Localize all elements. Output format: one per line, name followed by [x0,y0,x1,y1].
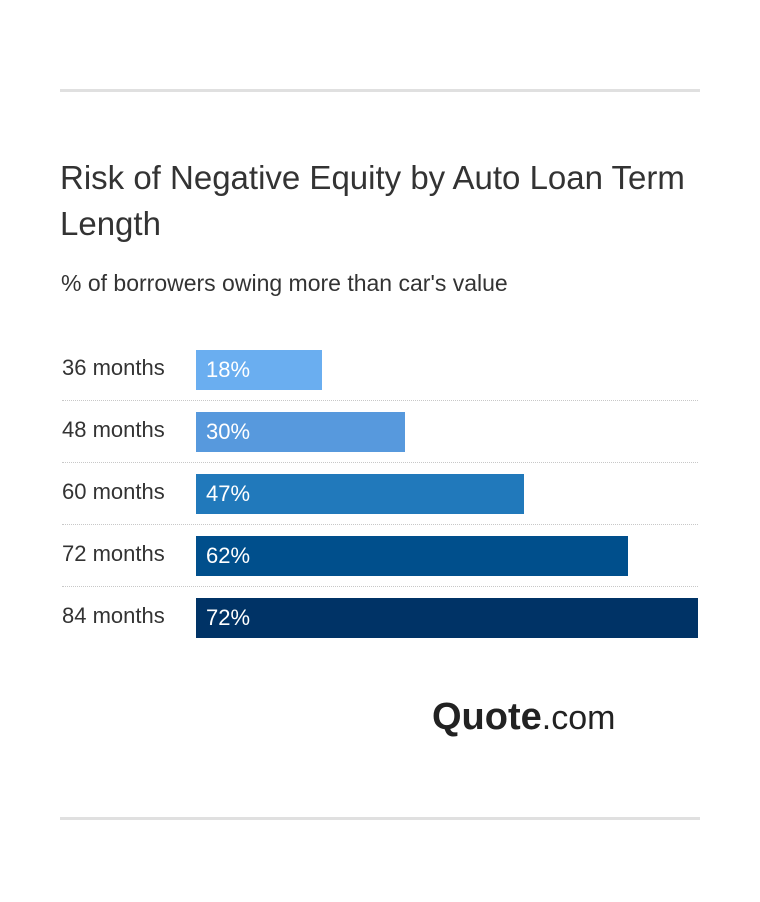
bar-row: 84 months 72% [62,596,698,658]
chart-title: Risk of Negative Equity by Auto Loan Ter… [60,159,685,242]
brand-suffix: .com [541,699,616,737]
bar-chart: 36 months 18% 48 months 30% 60 months 47% 72 m… [62,348,698,640]
row-separator [62,524,698,525]
bar-row: 72 months 62% [62,534,698,596]
bar [196,350,322,390]
bar [196,598,698,638]
value-label: 72% [206,605,251,630]
value-label: 30% [206,419,251,444]
brand-name: Quote [432,696,542,738]
bar-row: 36 months 18% [62,348,698,410]
value-label: 47% [206,481,251,506]
brand-logo: Quote.com [432,692,615,742]
row-separator [62,462,698,463]
top-divider [60,89,700,92]
category-label: 48 months [62,417,165,442]
category-label: 72 months [62,541,165,566]
category-label: 60 months [62,479,165,504]
bar [196,536,628,576]
bottom-divider [60,817,700,820]
value-label: 62% [206,543,251,568]
bar-row: 60 months 47% [62,472,698,534]
category-label: 36 months [62,355,165,380]
row-separator [62,400,698,401]
bar [196,474,524,514]
category-label: 84 months [62,603,165,628]
row-separator [62,586,698,587]
chart-subtitle: % of borrowers owing more than car's val… [61,270,508,296]
value-label: 18% [206,357,251,382]
bar [196,412,405,452]
bar-row: 48 months 30% [62,410,698,472]
